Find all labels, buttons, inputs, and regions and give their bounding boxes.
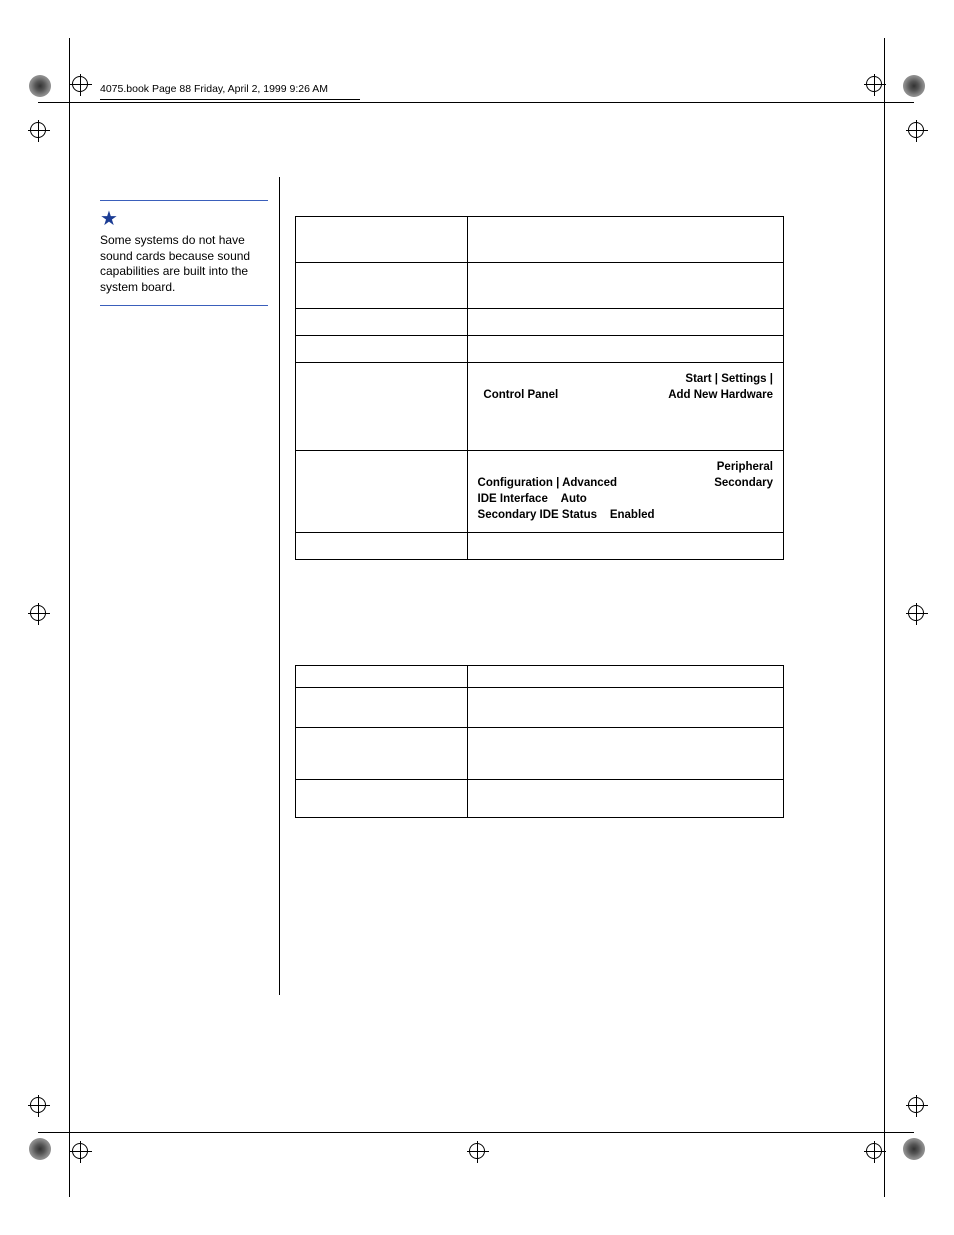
- table-row: Start | Settings |Control PanelAdd New H…: [296, 363, 784, 451]
- section-gap: [295, 560, 789, 665]
- table-cell: [467, 688, 783, 728]
- registration-mark: [30, 1097, 46, 1113]
- margin-note-rule-bottom: [100, 305, 268, 306]
- crop-frame-top: [38, 102, 914, 103]
- registration-mark: [908, 605, 924, 621]
- column-rule: [279, 177, 280, 995]
- table-row: [296, 263, 784, 309]
- table-cell: [296, 666, 468, 688]
- table-cell: [467, 336, 783, 363]
- margin-note: ★ Some systems do not have sound cards b…: [100, 200, 268, 306]
- table-2: [295, 665, 784, 818]
- table-cell: [296, 780, 468, 818]
- crop-frame-right: [884, 38, 885, 1197]
- crop-frame-left: [69, 38, 70, 1197]
- table-cell: [467, 666, 783, 688]
- registration-dot: [29, 75, 51, 97]
- registration-dot: [29, 1138, 51, 1160]
- table-row: [296, 217, 784, 263]
- table-cell: [467, 217, 783, 263]
- table-row: [296, 309, 784, 336]
- table-cell: [296, 533, 468, 560]
- table-row: [296, 533, 784, 560]
- table-cell: [467, 309, 783, 336]
- registration-mark: [30, 122, 46, 138]
- registration-mark: [30, 605, 46, 621]
- registration-mark: [866, 1143, 882, 1159]
- table-cell: [296, 363, 468, 451]
- registration-mark: [72, 1143, 88, 1159]
- page-header-rule: [100, 99, 360, 100]
- table-row: PeripheralConfiguration | AdvancedSecond…: [296, 451, 784, 533]
- registration-mark: [72, 76, 88, 92]
- table-row: [296, 666, 784, 688]
- table-row: [296, 688, 784, 728]
- margin-note-rule-top: [100, 200, 268, 201]
- registration-dot: [903, 75, 925, 97]
- registration-dot: [903, 1138, 925, 1160]
- table-cell: Start | Settings |Control PanelAdd New H…: [467, 363, 783, 451]
- table-cell: [296, 336, 468, 363]
- table-1: Start | Settings |Control PanelAdd New H…: [295, 216, 784, 560]
- table-cell: [296, 217, 468, 263]
- table-row: [296, 336, 784, 363]
- table-cell: [467, 780, 783, 818]
- table-cell: [296, 728, 468, 780]
- table-cell: PeripheralConfiguration | AdvancedSecond…: [467, 451, 783, 533]
- table-cell: [296, 309, 468, 336]
- page-header-text: 4075.book Page 88 Friday, April 2, 1999 …: [100, 83, 328, 95]
- table-row: [296, 728, 784, 780]
- star-icon: ★: [100, 209, 268, 229]
- table-cell: [296, 263, 468, 309]
- table-cell: [467, 533, 783, 560]
- registration-mark: [908, 122, 924, 138]
- table-row: [296, 780, 784, 818]
- table-cell: [467, 263, 783, 309]
- registration-mark: [866, 76, 882, 92]
- table-cell: [296, 451, 468, 533]
- registration-mark: [469, 1143, 485, 1159]
- crop-frame-bottom: [38, 1132, 914, 1133]
- registration-mark: [908, 1097, 924, 1113]
- body-column: Start | Settings |Control PanelAdd New H…: [295, 216, 789, 818]
- page-header: 4075.book Page 88 Friday, April 2, 1999 …: [100, 83, 360, 100]
- table-cell: [296, 688, 468, 728]
- margin-note-text: Some systems do not have sound cards bec…: [100, 233, 268, 295]
- table-cell: [467, 728, 783, 780]
